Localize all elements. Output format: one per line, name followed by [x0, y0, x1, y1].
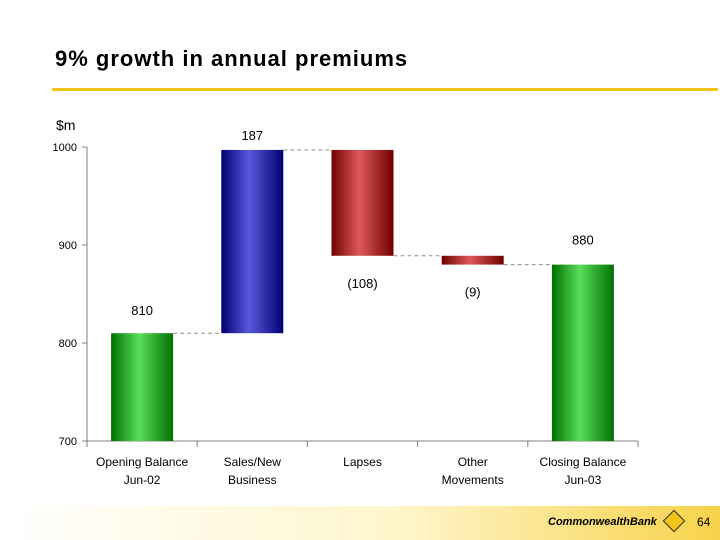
title-underline — [52, 88, 718, 91]
x-category-label: Jun-03 — [565, 473, 602, 487]
x-category-label: Other — [458, 455, 488, 469]
x-category-label: Lapses — [343, 455, 382, 469]
bar-0 — [111, 333, 174, 441]
data-label: (9) — [465, 285, 481, 300]
x-category-label: Opening Balance — [96, 455, 188, 469]
x-category-label: Movements — [442, 473, 504, 487]
page-number: 64 — [697, 515, 711, 529]
waterfall-chart: 700 800 900 1000 810 187 (108) (9) 880 Opening Ba… — [53, 128, 639, 487]
x-category-label: Sales/New — [224, 455, 282, 469]
data-label: 880 — [572, 233, 594, 248]
y-axis-unit-label: $m — [56, 117, 76, 133]
data-label: 810 — [131, 303, 153, 318]
bar-3 — [441, 255, 504, 265]
page-title: 9% growth in annual premiums — [55, 46, 409, 71]
bar-1 — [221, 149, 284, 334]
y-tick-label: 800 — [59, 338, 77, 350]
data-label: 187 — [241, 128, 263, 143]
data-label: (108) — [347, 276, 377, 291]
footer-band — [0, 506, 720, 540]
bar-2 — [331, 149, 394, 256]
y-tick-label: 900 — [59, 240, 77, 252]
x-category-label: Jun-02 — [124, 473, 161, 487]
y-tick-label: 1000 — [53, 142, 77, 154]
bar-4 — [551, 264, 614, 441]
x-category-label: Closing Balance — [540, 455, 627, 469]
x-category-label: Business — [228, 473, 277, 487]
y-tick-label: 700 — [59, 436, 77, 448]
commonwealth-bank-logo: CommonwealthBank — [548, 516, 657, 528]
